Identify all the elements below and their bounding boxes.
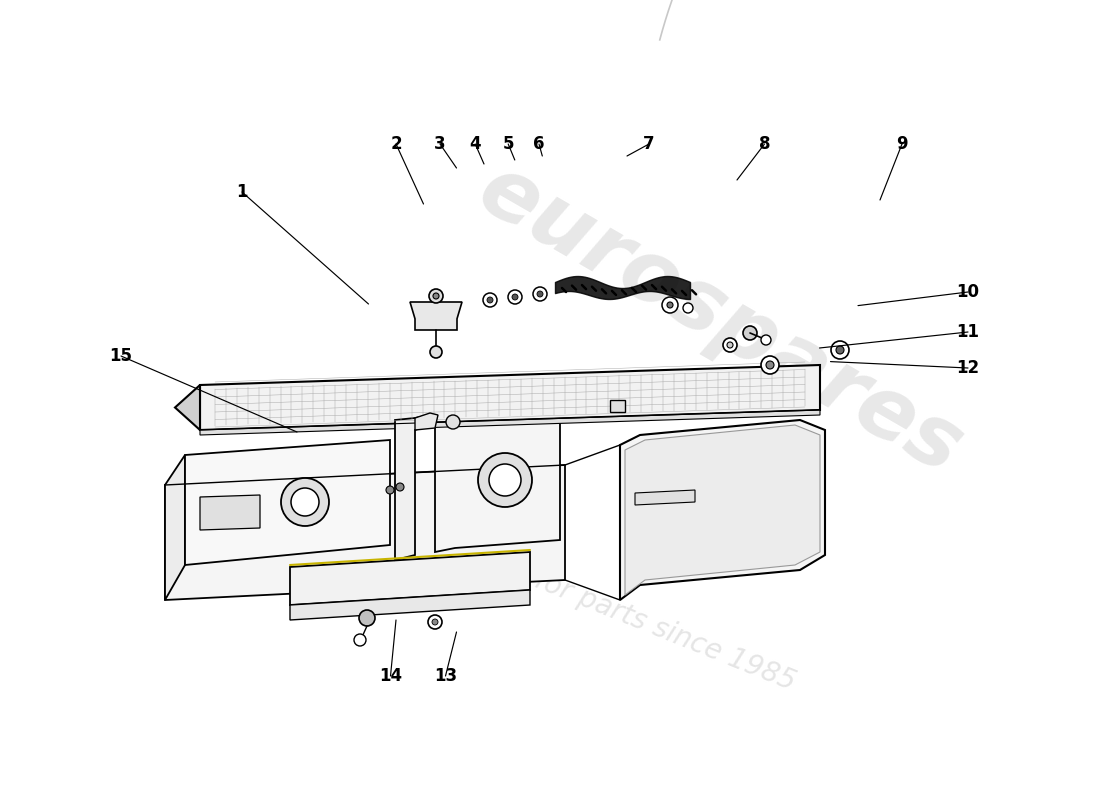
Polygon shape: [200, 365, 820, 430]
Circle shape: [478, 453, 532, 507]
Circle shape: [487, 297, 493, 303]
Text: 5: 5: [503, 135, 514, 153]
Polygon shape: [610, 400, 625, 412]
Circle shape: [537, 291, 543, 297]
Circle shape: [430, 346, 442, 358]
Circle shape: [446, 415, 460, 429]
Text: 12: 12: [956, 359, 980, 377]
Text: 7: 7: [644, 135, 654, 153]
Circle shape: [428, 615, 442, 629]
Circle shape: [429, 289, 443, 303]
Circle shape: [761, 335, 771, 345]
Circle shape: [386, 486, 394, 494]
Circle shape: [662, 297, 678, 313]
Circle shape: [683, 303, 693, 313]
Circle shape: [723, 338, 737, 352]
Circle shape: [359, 610, 375, 626]
Text: 1: 1: [236, 183, 248, 201]
Circle shape: [508, 290, 522, 304]
Text: 14: 14: [378, 667, 403, 685]
Circle shape: [280, 478, 329, 526]
Polygon shape: [200, 410, 820, 435]
Polygon shape: [165, 465, 565, 600]
Polygon shape: [410, 302, 462, 330]
Polygon shape: [185, 440, 390, 565]
Circle shape: [534, 287, 547, 301]
Circle shape: [512, 294, 518, 300]
Polygon shape: [395, 415, 430, 560]
Polygon shape: [415, 413, 438, 430]
Circle shape: [432, 619, 438, 625]
Polygon shape: [290, 552, 530, 605]
Text: 15: 15: [110, 347, 132, 365]
Text: 11: 11: [957, 323, 979, 341]
Polygon shape: [434, 410, 560, 552]
Circle shape: [830, 341, 849, 359]
Polygon shape: [165, 455, 185, 600]
Circle shape: [742, 326, 757, 340]
Circle shape: [727, 342, 733, 348]
Polygon shape: [200, 495, 260, 530]
Text: 10: 10: [957, 283, 979, 301]
Polygon shape: [620, 420, 825, 600]
Text: 13: 13: [433, 667, 458, 685]
Text: 3: 3: [434, 135, 446, 153]
Polygon shape: [625, 425, 820, 595]
Text: 9: 9: [896, 135, 907, 153]
Polygon shape: [290, 590, 530, 620]
Polygon shape: [635, 490, 695, 505]
Circle shape: [354, 634, 366, 646]
Circle shape: [433, 293, 439, 299]
Circle shape: [292, 488, 319, 516]
Circle shape: [761, 356, 779, 374]
Text: eurospares: eurospares: [463, 148, 977, 492]
Polygon shape: [175, 385, 200, 430]
Text: 2: 2: [390, 135, 402, 153]
Circle shape: [667, 302, 673, 308]
Circle shape: [483, 293, 497, 307]
Circle shape: [490, 464, 521, 496]
Text: 6: 6: [534, 135, 544, 153]
Text: a passion for parts since 1985: a passion for parts since 1985: [400, 514, 800, 697]
Circle shape: [836, 346, 844, 354]
Text: 8: 8: [759, 135, 770, 153]
Text: 4: 4: [470, 135, 481, 153]
Circle shape: [396, 483, 404, 491]
Circle shape: [766, 361, 774, 369]
